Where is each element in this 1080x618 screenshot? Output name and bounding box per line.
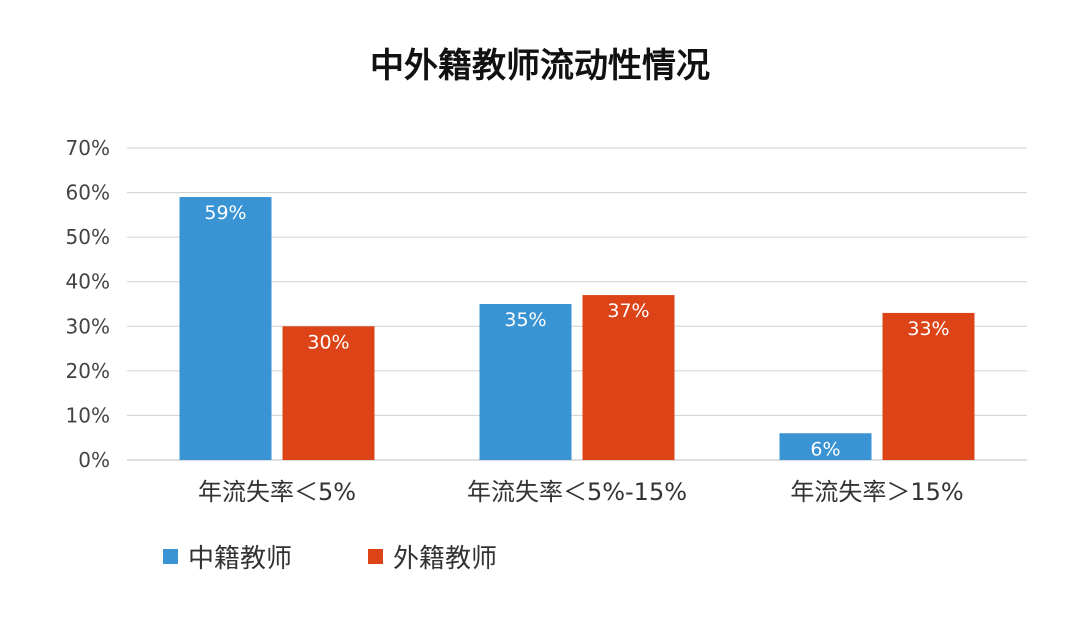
legend-swatch-series-2 (368, 549, 383, 564)
x-category-label: 年流失率＜5% (198, 478, 356, 506)
y-axis-ticks: 0% 10% 20% 30% 40% 50% 60% 70% (66, 136, 110, 472)
bar (779, 433, 872, 460)
legend-label-series-2: 外籍教师 (393, 544, 498, 574)
data-label: 30% (307, 331, 349, 353)
data-label: 33% (907, 318, 949, 340)
x-category-label: 年流失率＜5%-15% (467, 478, 687, 506)
legend-label-series-1: 中籍教师 (188, 544, 293, 574)
y-tick-label: 50% (66, 225, 110, 249)
bar (582, 295, 675, 460)
gridlines (127, 147, 1027, 461)
bars (179, 197, 975, 460)
y-tick-label: 10% (66, 403, 110, 427)
legend-swatch-series-1 (163, 549, 178, 564)
data-label: 59% (204, 202, 246, 224)
legend-item-series-1: 中籍教师 (163, 538, 292, 575)
x-category-label: 年流失率＞15% (790, 478, 963, 506)
bar (479, 304, 572, 460)
legend-item-series-2: 外籍教师 (368, 538, 497, 575)
y-tick-label: 0% (78, 448, 110, 472)
data-label: 37% (607, 300, 649, 322)
y-tick-label: 60% (66, 181, 110, 205)
y-tick-label: 70% (66, 136, 110, 160)
y-tick-label: 20% (66, 359, 110, 383)
bar (882, 312, 975, 460)
data-label: 6% (810, 438, 840, 460)
data-labels: 59% 30% 35% 37% 6% 33% (204, 202, 949, 460)
legend: 中籍教师 外籍教师 (0, 538, 1080, 578)
bar (179, 197, 272, 460)
chart-title: 中外籍教师流动性情况 (370, 46, 710, 86)
y-tick-label: 30% (66, 314, 110, 338)
bar (282, 326, 375, 460)
data-label: 35% (504, 309, 546, 331)
y-tick-label: 40% (66, 270, 110, 294)
x-axis-categories: 年流失率＜5% 年流失率＜5%-15% 年流失率＞15% (198, 478, 964, 506)
